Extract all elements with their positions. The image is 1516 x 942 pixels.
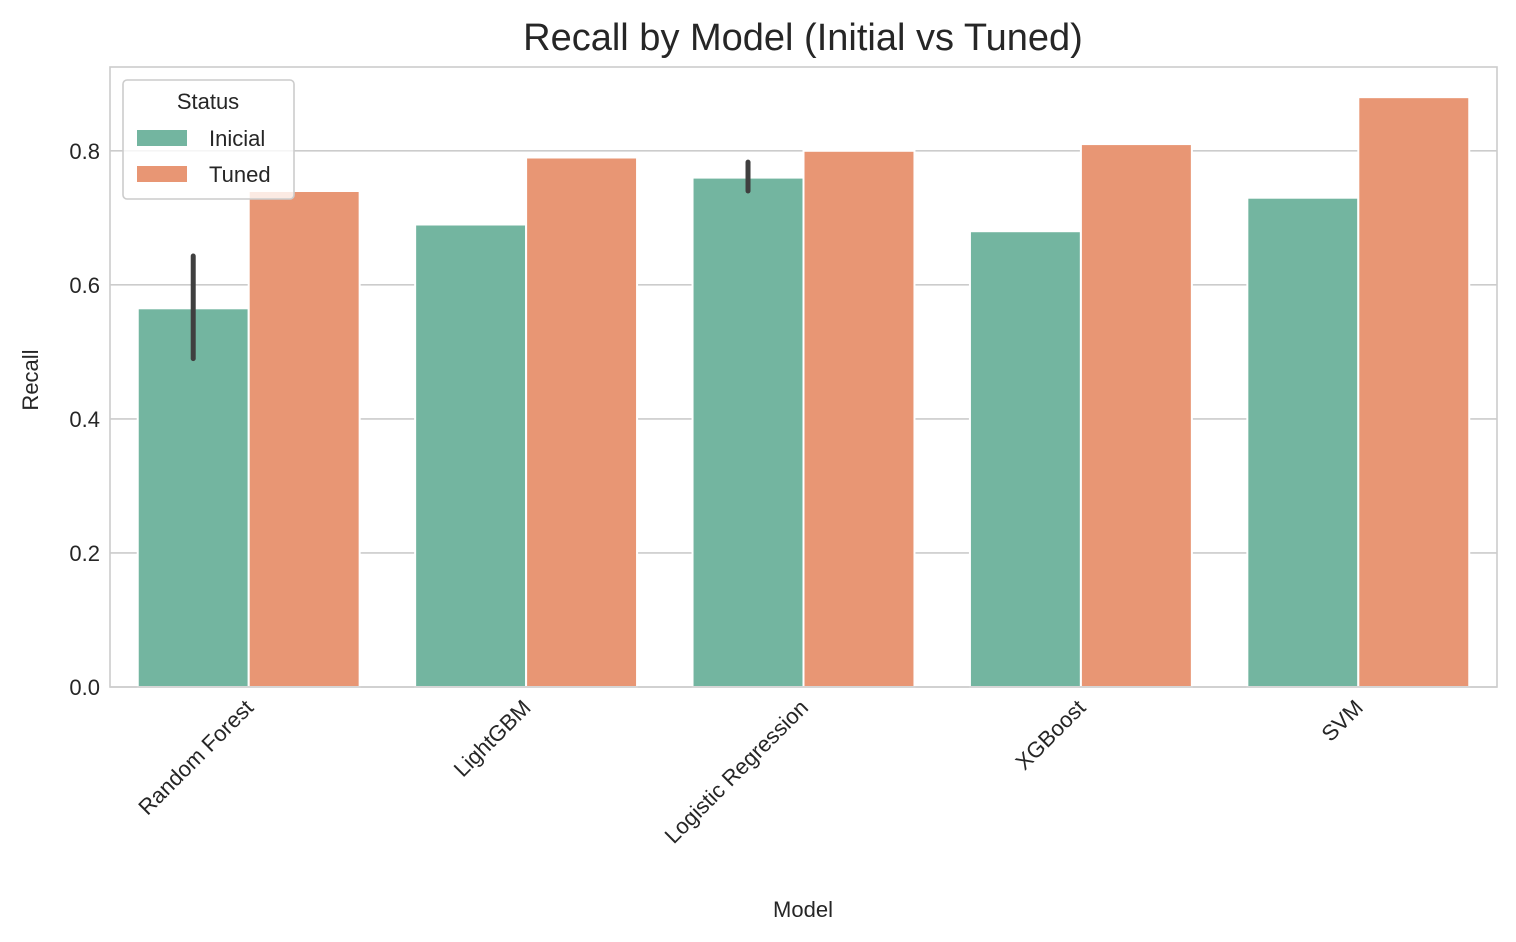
bar-tuned-lightgbm (525, 156, 639, 688)
bar-tuned-xgboost (1079, 143, 1193, 689)
bar-inicial-xgboost (968, 230, 1082, 688)
x-tick-labels: Random Forest LightGBM Logistic Regression… (133, 695, 1367, 848)
bar-inicial-svm (1246, 196, 1360, 688)
bar-inicial-random-forest (136, 307, 250, 688)
bar-tuned-logistic-regression (802, 149, 916, 688)
x-axis-label: Model (773, 897, 833, 922)
chart-title: Recall by Model (Initial vs Tuned) (523, 17, 1083, 59)
x-tick-label-random-forest: Random Forest (133, 695, 258, 820)
y-tick-label: 0.0 (69, 675, 100, 700)
bar-tuned-svm (1357, 96, 1471, 688)
legend: Status Inicial Tuned (122, 79, 295, 200)
x-tick-label-svm: SVM (1316, 695, 1367, 746)
bar-inicial-logistic-regression (691, 176, 805, 688)
x-tick-label-logistic-regression: Logistic Regression (660, 695, 813, 848)
x-tick-label-xgboost: XGBoost (1010, 695, 1090, 775)
legend-label-tuned: Tuned (209, 162, 271, 187)
legend-label-inicial: Inicial (209, 126, 265, 151)
y-tick-label: 0.2 (69, 541, 100, 566)
y-tick-label: 0.4 (69, 407, 100, 432)
x-tick-label-lightgbm: LightGBM (449, 695, 536, 782)
legend-swatch-tuned (137, 166, 187, 182)
y-tick-labels: 0.0 0.2 0.4 0.6 0.8 (69, 139, 100, 700)
legend-title: Status (177, 89, 239, 114)
y-tick-label: 0.6 (69, 273, 100, 298)
y-axis-label: Recall (18, 349, 43, 410)
bar-inicial-lightgbm (414, 223, 528, 688)
error-bars (190, 159, 751, 362)
bars (136, 96, 1471, 689)
plot-frame (109, 66, 1498, 688)
y-tick-label: 0.8 (69, 139, 100, 164)
legend-swatch-inicial (137, 130, 187, 146)
bar-tuned-random-forest (247, 190, 361, 688)
